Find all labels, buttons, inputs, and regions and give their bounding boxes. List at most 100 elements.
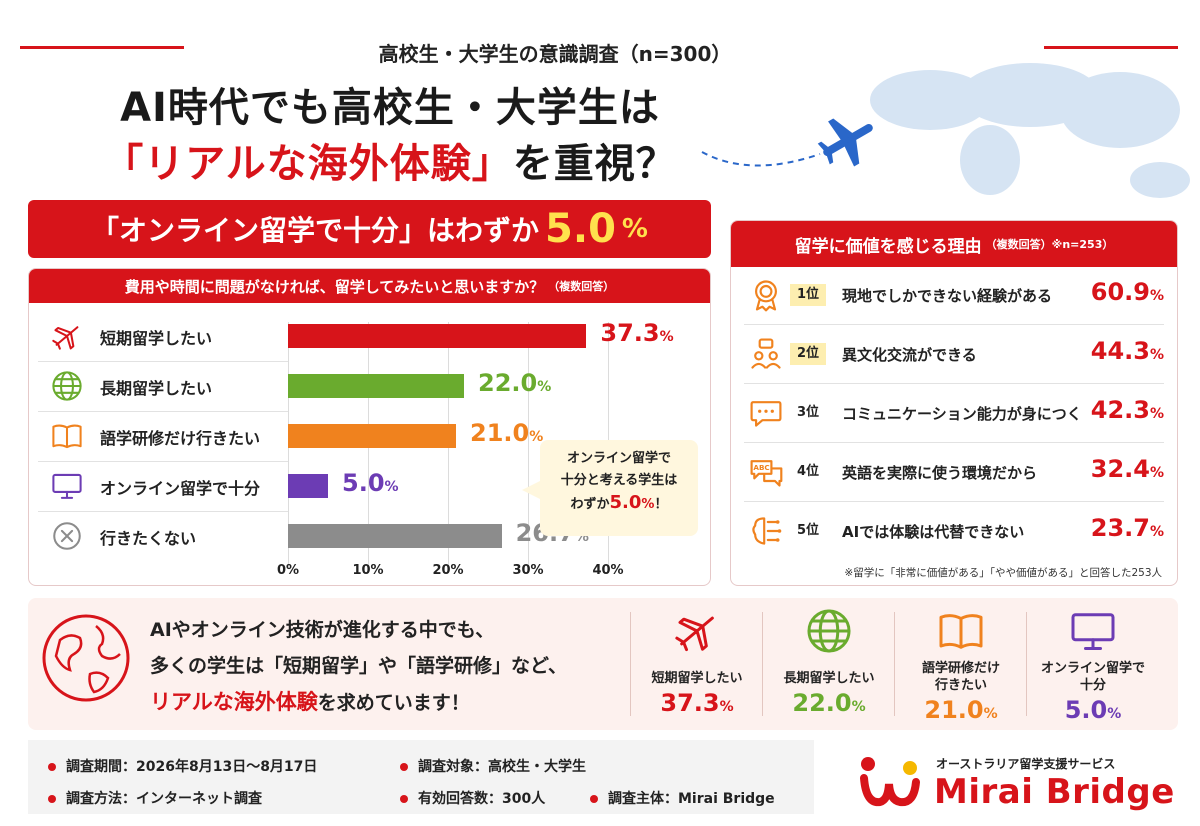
globe-icon bbox=[52, 371, 82, 401]
bubble-line-1: オンライン留学で bbox=[566, 451, 671, 466]
banner-text: 「オンライン留学で十分」はわずか bbox=[91, 214, 540, 247]
data-label: 21.0% bbox=[470, 419, 544, 447]
row-separator bbox=[38, 461, 288, 462]
survey-responses: 有効回答数：300人 bbox=[418, 791, 546, 807]
reason-icon bbox=[748, 395, 784, 431]
reason-value: 32.4% bbox=[1090, 455, 1164, 483]
svg-text:ABC: ABC bbox=[753, 463, 769, 472]
row-icon bbox=[50, 519, 84, 553]
reasons-title-note: （複数回答）※n=253） bbox=[985, 238, 1114, 251]
header-line-left bbox=[20, 46, 184, 49]
summary-divider bbox=[1026, 612, 1027, 716]
summary-stat: 短期留学したい 37.3% bbox=[632, 606, 762, 717]
banner-unit: % bbox=[621, 214, 648, 244]
reason-separator bbox=[744, 501, 1164, 502]
reason-value-unit: % bbox=[1149, 524, 1164, 540]
stat-label: 行きたい bbox=[934, 678, 987, 693]
reason-value: 42.3% bbox=[1090, 396, 1164, 424]
speech-bubble-icon bbox=[750, 401, 782, 427]
dashed-flight-path bbox=[701, 151, 821, 167]
bubble-line-3: わずか5.0%！ bbox=[540, 492, 698, 516]
bar bbox=[288, 324, 587, 348]
stat-label: 長期留学したい bbox=[783, 671, 875, 686]
row-icon bbox=[50, 469, 84, 503]
airplane-icon bbox=[52, 326, 79, 350]
bullet-dot bbox=[400, 795, 408, 803]
logo-tagline: オーストラリア留学支援サービス bbox=[936, 757, 1116, 771]
bubble-value: 5.0 bbox=[609, 492, 642, 513]
stat-value: 21.0% bbox=[924, 696, 998, 724]
stat-value: 5.0% bbox=[1064, 696, 1122, 724]
reason-separator bbox=[744, 383, 1164, 384]
reason-value: 44.3% bbox=[1090, 337, 1164, 365]
monitor-icon bbox=[52, 473, 82, 499]
rank-badge: 2位 bbox=[790, 343, 826, 365]
title-line-2: 「リアルな海外体験」を重視？ bbox=[60, 136, 720, 192]
summary-stat: 長期留学したい 22.0% bbox=[764, 606, 894, 717]
stat-value-unit: % bbox=[851, 699, 866, 715]
reason-icon bbox=[748, 277, 784, 313]
airplane-icon bbox=[675, 616, 714, 652]
summary-text: AIやオンライン技術が進化する中でも、 多くの学生は「短期留学」や「語学研修」な… bbox=[150, 612, 620, 721]
data-label-unit: % bbox=[659, 329, 674, 345]
row-separator bbox=[38, 511, 288, 512]
bubble-tail bbox=[522, 480, 542, 500]
header-line-right bbox=[1044, 46, 1178, 49]
category-label: 短期留学したい bbox=[100, 329, 213, 348]
bullet-dot bbox=[400, 763, 408, 771]
people-icon bbox=[751, 338, 781, 369]
stat-value-unit: % bbox=[983, 706, 998, 722]
reason-icon bbox=[748, 513, 784, 549]
summary-line-1: AIやオンライン技術が進化する中でも、 bbox=[150, 619, 495, 641]
callout-bubble: オンライン留学で 十分と考える学生は わずか5.0%！ bbox=[540, 440, 698, 536]
reasons-panel: 留学に価値を感じる理由 （複数回答）※n=253） bbox=[730, 220, 1178, 586]
survey-period: 調査期間：2026年8月13日〜8月17日 bbox=[66, 759, 318, 775]
summary-divider bbox=[762, 612, 763, 716]
row-separator bbox=[38, 411, 288, 412]
reason-label: 異文化交流ができる bbox=[842, 346, 977, 364]
mirai-bridge-logo-mark bbox=[860, 757, 920, 807]
bar bbox=[288, 374, 464, 398]
summary-divider bbox=[630, 612, 631, 716]
rank-badge: 5位 bbox=[796, 523, 820, 538]
bullet-dot bbox=[48, 795, 56, 803]
book-icon bbox=[52, 424, 82, 449]
monitor-icon bbox=[1071, 613, 1115, 650]
summary-divider bbox=[894, 612, 895, 716]
rank-badge: 3位 bbox=[796, 405, 820, 420]
row-separator bbox=[38, 361, 288, 362]
bubble-pre: わずか bbox=[570, 497, 610, 512]
data-label: 5.0% bbox=[342, 469, 399, 497]
rank-badge: 1位 bbox=[790, 284, 826, 306]
reason-value: 23.7% bbox=[1090, 514, 1164, 542]
title-rest: を重視？ bbox=[512, 141, 677, 187]
stat-label: 十分 bbox=[1079, 678, 1106, 693]
reason-label: コミュニケーション能力が身につく bbox=[842, 405, 1082, 423]
reason-label: AIでは体験は代替できない bbox=[842, 523, 1025, 541]
airplane-icon bbox=[817, 118, 873, 167]
category-label: 長期留学したい bbox=[100, 379, 213, 398]
chart-title-note: （複数回答） bbox=[548, 280, 615, 293]
stat-value-unit: % bbox=[1107, 706, 1122, 722]
x-tick-label: 10% bbox=[352, 563, 384, 578]
survey-info bbox=[28, 740, 814, 814]
stat-value: 37.3% bbox=[660, 689, 734, 717]
summary-line-3: リアルな海外体験を求めています！ bbox=[150, 684, 620, 721]
reason-value-unit: % bbox=[1149, 465, 1164, 481]
data-label: 37.3% bbox=[600, 319, 674, 347]
data-label-unit: % bbox=[384, 479, 399, 495]
reason-label: 英語を実際に使う環境だから bbox=[842, 464, 1038, 482]
summary-panel bbox=[28, 598, 1178, 730]
x-tick-label: 20% bbox=[432, 563, 464, 578]
reason-separator bbox=[744, 324, 1164, 325]
cross-circle-icon bbox=[53, 522, 81, 550]
summary-highlight: リアルな海外体験 bbox=[150, 690, 318, 714]
bar bbox=[288, 424, 456, 448]
category-label: 語学研修だけ行きたい bbox=[100, 429, 261, 448]
stat-label: 短期留学したい bbox=[651, 671, 743, 686]
bar bbox=[288, 474, 328, 498]
x-tick-label: 30% bbox=[512, 563, 544, 578]
headline-banner: 「オンライン留学で十分」はわずか 5.0% bbox=[28, 200, 711, 258]
bubble-post: ！ bbox=[654, 497, 668, 512]
row-icon bbox=[50, 369, 84, 403]
